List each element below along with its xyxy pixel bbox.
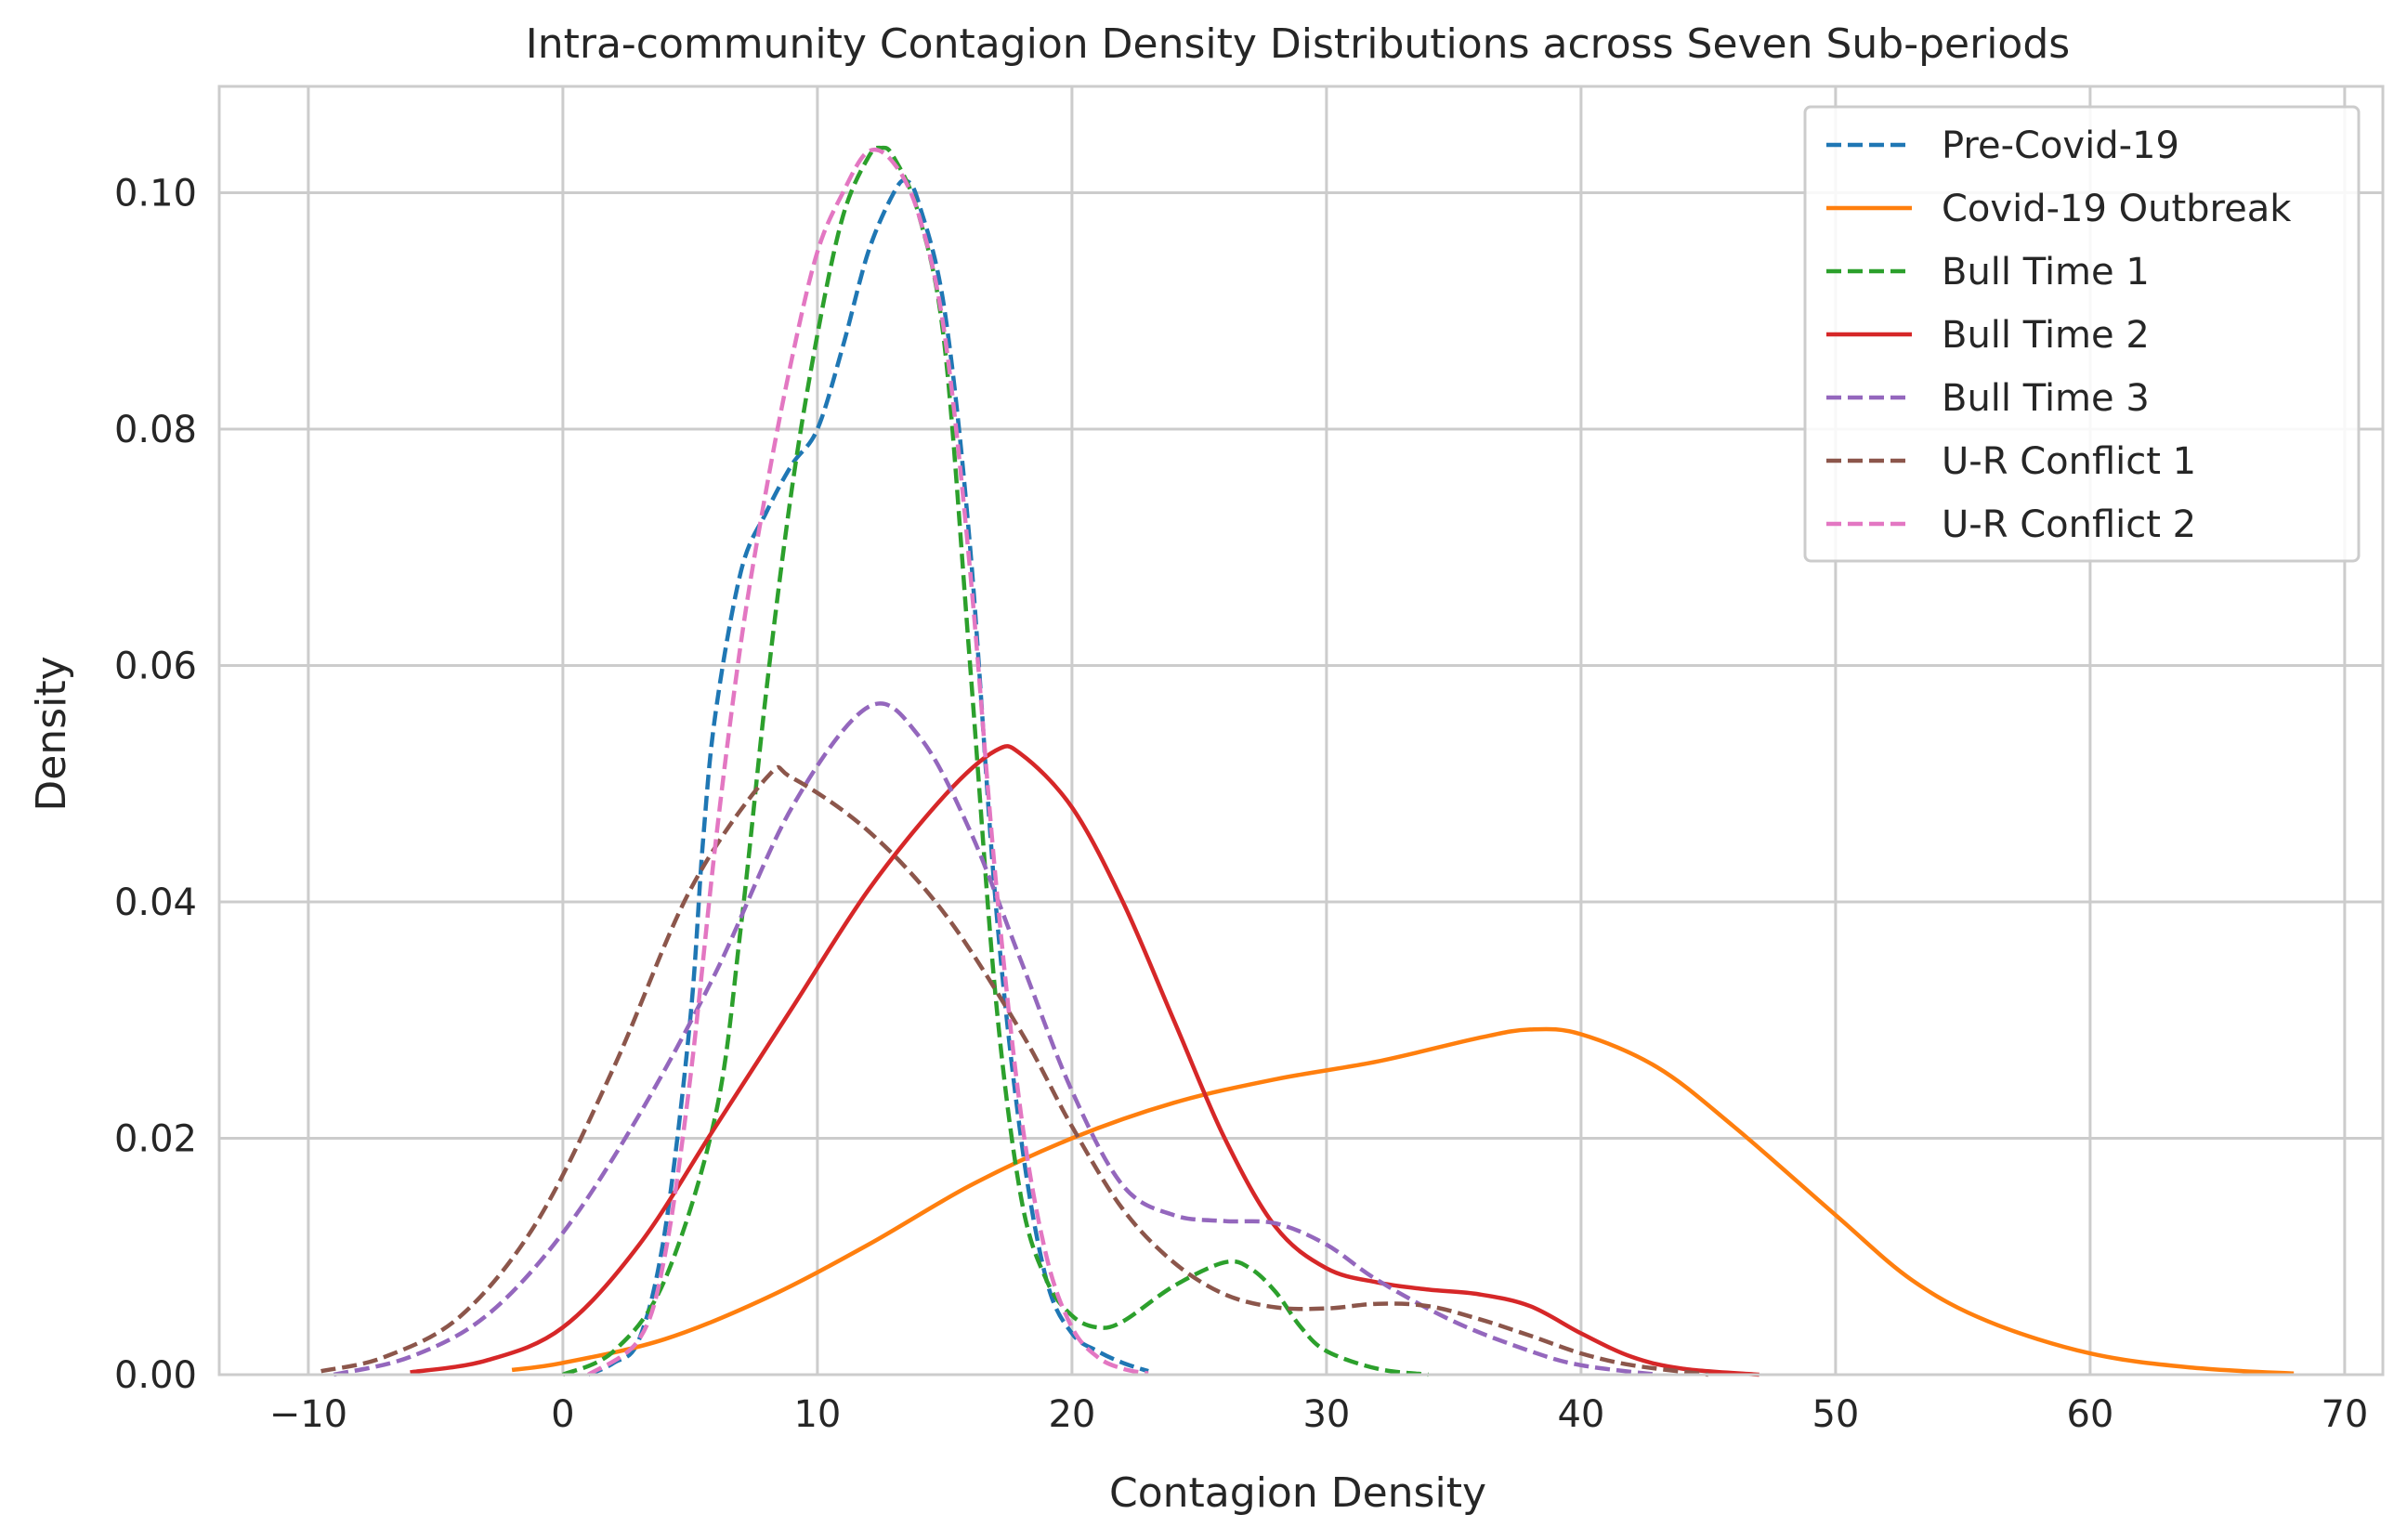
legend: Pre-Covid-19 Covid-19 Outbreak Bull Time 1… xyxy=(1803,105,2361,563)
y-axis-title: Density xyxy=(28,656,75,811)
x-tick-label: 70 xyxy=(2321,1393,2368,1436)
legend-label: U-R Conflict 2 xyxy=(1942,503,2196,546)
y-tick-label: 0.08 xyxy=(114,409,197,451)
x-tick-label: 20 xyxy=(1048,1393,1095,1436)
y-tick-label: 0.00 xyxy=(114,1354,197,1397)
series-group xyxy=(320,145,2295,1377)
legend-label: Bull Time 3 xyxy=(1942,377,2150,420)
legend-label: Bull Time 1 xyxy=(1942,251,2150,294)
legend-box xyxy=(1803,105,2361,563)
series-line-bull-time-2 xyxy=(410,744,1759,1377)
x-tick-label: −10 xyxy=(269,1393,347,1436)
x-axis-title: Contagion Density xyxy=(1109,1469,1486,1517)
legend-label: Pre-Covid-19 xyxy=(1942,124,2179,167)
plot-frame xyxy=(217,85,2385,1377)
legend-label: Bull Time 2 xyxy=(1942,314,2150,357)
y-tick-label: 0.04 xyxy=(114,881,197,924)
x-tick-label: 10 xyxy=(793,1393,841,1436)
y-tick-label: 0.02 xyxy=(114,1118,197,1161)
chart-title: Intra-community Contagion Density Distri… xyxy=(526,20,2070,68)
series-line-covid-19-outbreak xyxy=(511,1026,2295,1376)
x-tick-label: 50 xyxy=(1812,1393,1859,1436)
x-tick-label: 0 xyxy=(551,1393,574,1436)
y-tick-label: 0.06 xyxy=(114,646,197,688)
x-tick-label: 30 xyxy=(1302,1393,1350,1436)
x-tick-label: 40 xyxy=(1557,1393,1604,1436)
series-line-u-r-conflict-1 xyxy=(320,764,1709,1377)
x-tick-label: 60 xyxy=(2066,1393,2113,1436)
series-line-u-r-conflict-2 xyxy=(587,147,1149,1377)
legend-label: U-R Conflict 1 xyxy=(1942,440,2196,483)
y-tick-label: 0.10 xyxy=(114,173,197,215)
series-line-bull-time-1 xyxy=(561,145,1429,1377)
legend-label: Covid-19 Outbreak xyxy=(1942,188,2292,230)
tick-labels: −10 0 10 20 30 40 50 60 70 0.00 0.02 0.04 0.06 0.08 0.… xyxy=(114,173,2368,1436)
